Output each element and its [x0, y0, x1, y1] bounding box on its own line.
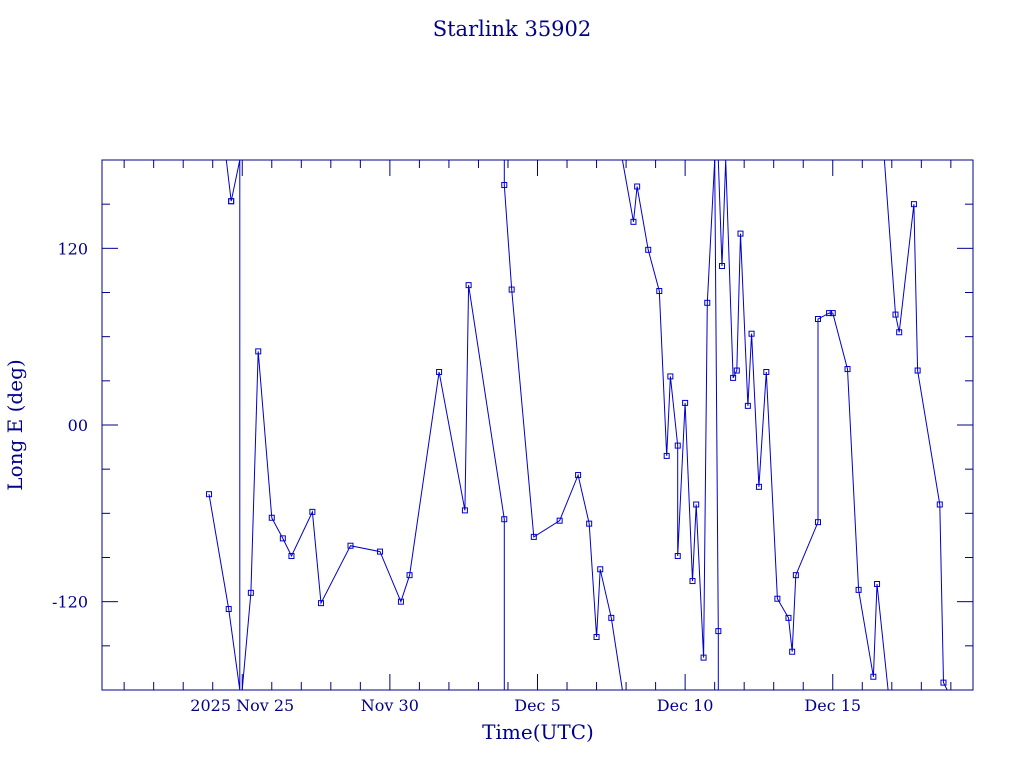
data-point [436, 369, 443, 375]
data-point [634, 183, 641, 190]
data-point [792, 572, 799, 579]
data-point [737, 230, 744, 237]
data-point [682, 399, 689, 406]
data-point [501, 182, 508, 189]
x-tick-label: 2025 Nov 25 [190, 696, 294, 715]
data-point [719, 263, 726, 269]
data-point [689, 578, 696, 585]
series-markers [206, 182, 947, 686]
data-point [910, 201, 917, 208]
series-segment-line [239, 285, 505, 691]
data-point [465, 282, 472, 289]
y-tick-labels: 120 00 -120 [52, 239, 88, 611]
data-point [789, 648, 796, 655]
data-point [914, 367, 921, 374]
y-tick-label: -120 [52, 593, 88, 612]
data-point [874, 581, 881, 587]
data-point [268, 514, 275, 521]
data-point [896, 329, 903, 336]
data-point [206, 491, 213, 498]
x-axis-label: Time(UTC) [482, 720, 594, 744]
data-point [228, 198, 235, 205]
y-tick-label: 00 [68, 416, 88, 435]
data-point [279, 535, 286, 542]
data-point [870, 673, 877, 680]
data-point [556, 517, 563, 524]
data-point [347, 542, 354, 549]
y-axis-label: Long E (deg) [3, 359, 27, 490]
data-point [892, 311, 899, 318]
series-segment-line [714, 159, 719, 690]
chart-title: Starlink 35902 [433, 17, 592, 41]
data-point [501, 516, 508, 523]
axis-ticks [102, 160, 973, 690]
series-lines [208, 159, 948, 691]
data-point [309, 508, 316, 515]
data-point [406, 572, 413, 579]
data-point [575, 472, 582, 479]
data-point [855, 586, 862, 593]
series-segment-line [503, 160, 623, 691]
data-point [785, 614, 792, 621]
x-tick-labels: 2025 Nov 25 Nov 30 Dec 5 Dec 10 Dec 15 [190, 696, 861, 715]
data-point [826, 310, 833, 317]
data-point [940, 679, 947, 686]
data-point [288, 553, 295, 560]
data-point [377, 548, 384, 555]
data-point [397, 598, 404, 605]
data-point [715, 628, 722, 635]
data-point [608, 614, 615, 621]
data-point [663, 452, 670, 459]
data-point [630, 218, 637, 225]
data-point [763, 369, 770, 375]
data-point [674, 442, 681, 449]
data-point [744, 402, 751, 409]
data-point [748, 330, 755, 337]
data-point [814, 519, 821, 526]
data-point [814, 316, 821, 322]
plot-frame [101, 159, 974, 691]
data-point [247, 589, 254, 596]
series-segment-line [883, 159, 948, 691]
data-point [733, 367, 740, 374]
data-point [586, 520, 593, 527]
data-point [730, 374, 737, 381]
x-tick-label: Nov 30 [361, 696, 419, 715]
data-point [255, 348, 262, 355]
data-point [225, 606, 232, 613]
data-point [829, 310, 836, 317]
x-tick-label: Dec 10 [657, 696, 714, 715]
data-point [461, 507, 468, 514]
data-point [674, 553, 681, 560]
data-point [704, 299, 711, 306]
x-tick-label: Dec 15 [804, 696, 861, 715]
data-point [844, 366, 851, 373]
data-point [700, 654, 707, 661]
x-tick-label: Dec 5 [514, 696, 561, 715]
series-segment-line [208, 159, 241, 691]
data-point [645, 246, 652, 253]
data-point [656, 288, 663, 295]
data-point [317, 600, 324, 607]
data-point [593, 634, 600, 640]
data-point [667, 373, 674, 380]
data-point [597, 566, 604, 573]
data-point [693, 501, 700, 508]
data-point [774, 595, 781, 602]
data-point [530, 533, 537, 540]
data-point [508, 286, 515, 293]
y-tick-label: 120 [57, 239, 88, 258]
data-point [755, 483, 762, 490]
series-segment-line [717, 159, 889, 691]
data-point [936, 501, 943, 508]
series-segment-line [621, 159, 716, 658]
